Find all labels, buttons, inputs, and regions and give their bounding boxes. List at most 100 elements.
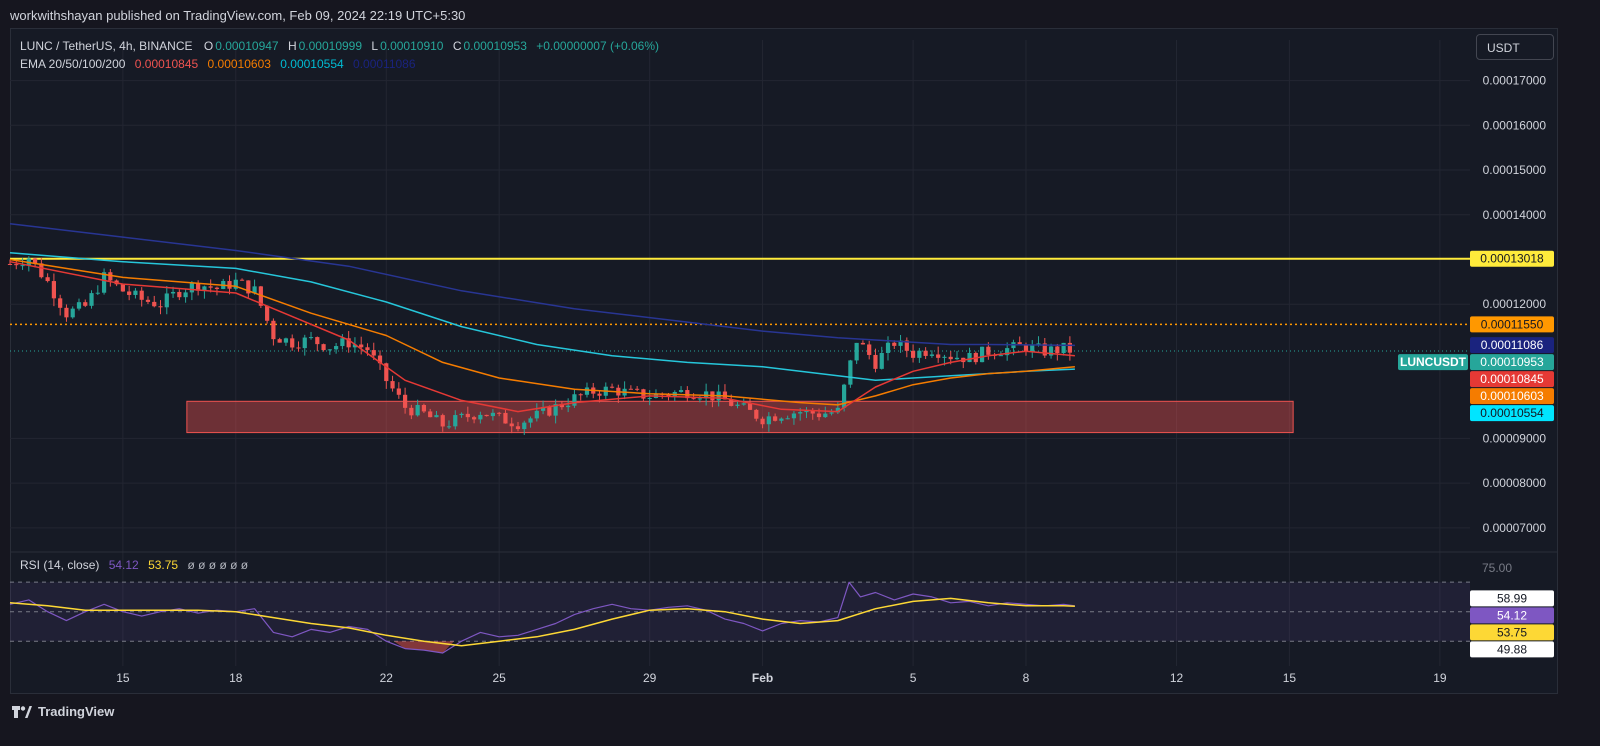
candle-40	[258, 285, 263, 309]
candle-body	[854, 342, 859, 361]
candle-114	[722, 384, 728, 400]
candle-62	[396, 382, 401, 399]
currency-button[interactable]: USDT	[1476, 34, 1554, 60]
candle-121	[766, 412, 771, 432]
rsi-legend[interactable]: RSI (14, close) 54.12 53.75 ø ø ø ø ø ø	[20, 558, 250, 572]
ema100-line	[9, 252, 1075, 382]
price-label-3-bg	[1470, 354, 1554, 371]
candle-body	[779, 418, 784, 421]
candle-16	[108, 268, 113, 287]
candle-body	[196, 283, 201, 291]
candle-body	[923, 350, 928, 356]
candle-body	[145, 299, 151, 302]
candle-body	[810, 410, 815, 414]
candle-36	[233, 272, 238, 291]
candle-42	[271, 318, 276, 346]
price-label-4-bg	[1470, 371, 1554, 388]
candle-body	[120, 284, 125, 292]
candle-7	[51, 273, 57, 307]
candle-body	[735, 404, 740, 406]
candle-99	[628, 385, 633, 390]
rsi-ma-value: 53.75	[148, 558, 179, 572]
candle-body	[371, 350, 376, 356]
candle-body	[340, 338, 345, 347]
candle-15	[101, 268, 107, 295]
price-label-3: 0.00010953 LUNCUSDT	[1398, 354, 1554, 371]
candle-148	[936, 346, 941, 363]
candle-19	[127, 285, 132, 301]
candle-123	[779, 417, 784, 424]
rsi-label-0: 58.99	[1470, 590, 1554, 607]
price-tick-6: 0.00008000	[1483, 476, 1547, 490]
candle-body	[484, 414, 489, 417]
candle-130	[823, 406, 828, 418]
candle-body	[1048, 346, 1054, 356]
candle-64	[409, 404, 414, 420]
candle-101	[641, 388, 646, 402]
ema50-value: 0.00010603	[207, 57, 271, 71]
candle-135	[854, 342, 859, 365]
price-label-4-text: 0.00010845	[1480, 372, 1544, 386]
candle-144	[910, 344, 916, 363]
candle-70	[446, 420, 452, 429]
candle-98	[622, 381, 627, 400]
candle-63	[403, 387, 408, 414]
candle-body	[283, 338, 289, 343]
rsi-oversold-fill	[393, 641, 455, 653]
candle-body	[440, 415, 445, 427]
candle-body	[1023, 345, 1029, 352]
candle-body	[359, 344, 364, 348]
candle-14	[95, 285, 100, 296]
candle-49	[315, 336, 320, 352]
rsi-label-1-bg	[1470, 607, 1554, 624]
candle-65	[415, 399, 420, 417]
price-tick-4: 0.00012000	[1483, 297, 1547, 311]
candle-body	[346, 338, 351, 348]
candle-body	[559, 404, 564, 408]
candle-25	[164, 286, 169, 315]
price-tick-2: 0.00015000	[1483, 163, 1547, 177]
candle-body	[7, 263, 13, 265]
candle-61	[390, 375, 395, 392]
candle-body	[164, 293, 169, 308]
candle-51	[327, 349, 332, 355]
candle-body	[584, 387, 590, 395]
candle-43	[277, 337, 282, 343]
close-label: C	[452, 39, 462, 53]
ema20-value: 0.00010845	[134, 57, 199, 71]
rsi-line	[9, 581, 1075, 654]
candle-9	[64, 304, 69, 322]
time-tick-4: 29	[643, 671, 657, 685]
candle-body	[747, 403, 753, 410]
candle-4	[32, 257, 38, 268]
candle-38	[246, 280, 251, 298]
candle-122	[773, 413, 778, 422]
brand-name: TradingView	[38, 704, 115, 719]
candle-11	[76, 298, 82, 311]
candle-body	[101, 272, 107, 293]
candle-body	[89, 293, 94, 306]
candle-167	[1055, 343, 1060, 361]
candle-body	[798, 412, 803, 414]
footer-brand[interactable]: TradingView	[12, 704, 114, 719]
candle-body	[515, 426, 521, 430]
candle-45	[290, 334, 295, 351]
time-tick-2: 22	[380, 671, 394, 685]
demand-zone-rect	[186, 400, 1294, 434]
candle-106	[672, 390, 677, 401]
candle-body	[290, 338, 295, 348]
candle-108	[685, 386, 690, 402]
ema-legend[interactable]: EMA 20/50/100/200 0.00010845 0.00010603 …	[20, 57, 418, 71]
price-label-1-bg	[1470, 316, 1554, 333]
price-label-3-text: 0.00010953	[1480, 355, 1544, 369]
horizontal-levels	[10, 257, 1470, 352]
candle-body	[415, 404, 420, 416]
candle-169	[1067, 336, 1072, 361]
candle-body	[227, 281, 232, 289]
candle-29	[189, 281, 194, 301]
chart-frame[interactable]	[10, 28, 1558, 694]
candle-body	[534, 410, 539, 419]
candle-54	[346, 331, 351, 353]
change-value: +0.00000007 (+0.06%)	[536, 39, 659, 53]
